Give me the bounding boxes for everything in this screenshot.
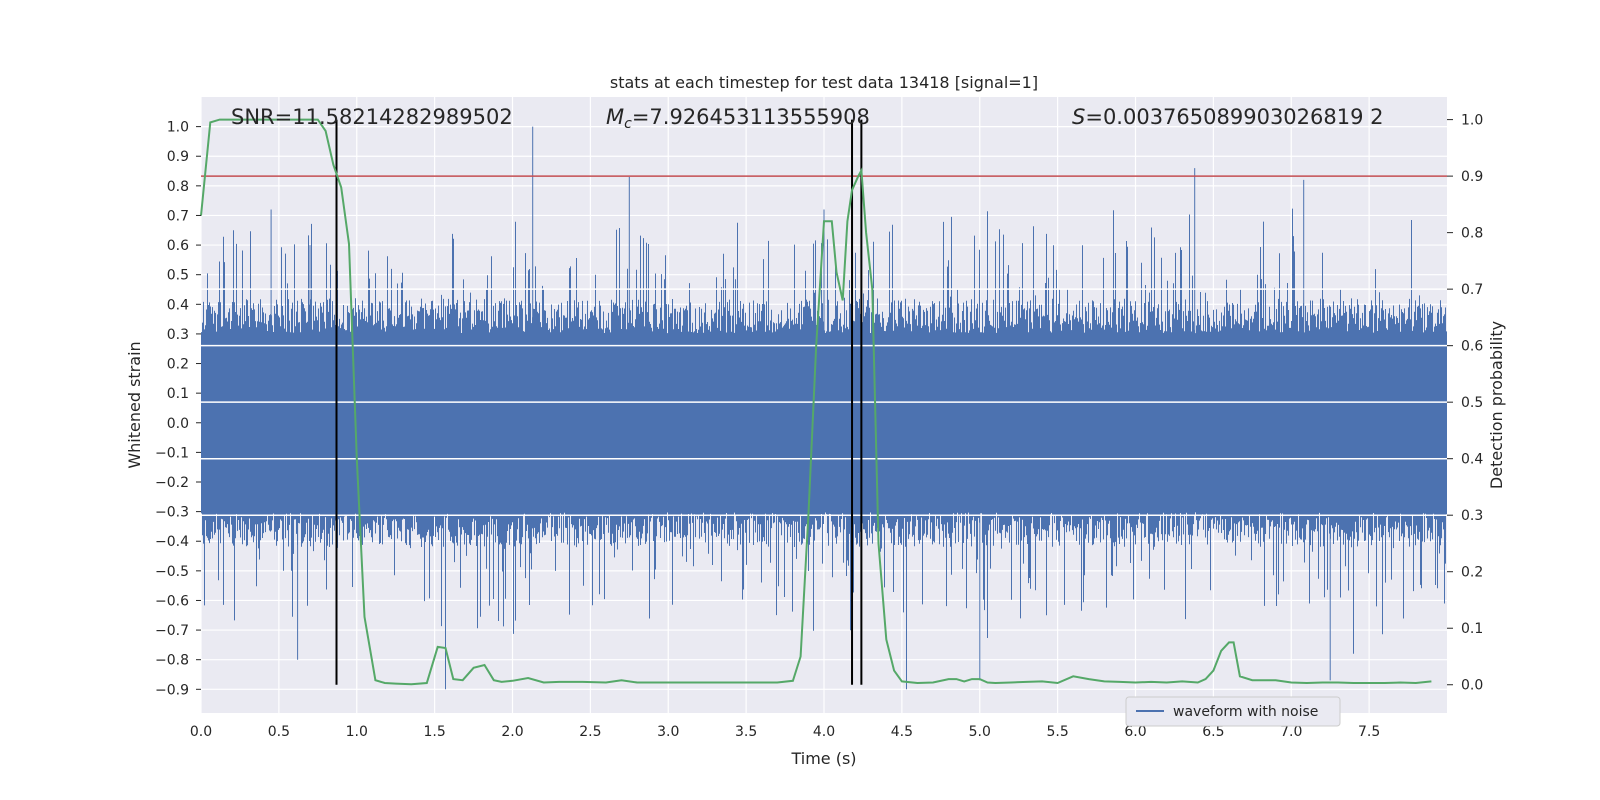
y-tick-label: 0.7 — [167, 208, 189, 224]
x-tick-label: 5.5 — [1046, 724, 1068, 740]
x-tick-label: 2.0 — [501, 724, 523, 740]
y-right-tick-label: 0.3 — [1461, 508, 1483, 524]
x-axis-label: Time (s) — [790, 749, 856, 768]
detection-probability-line — [200, 118, 1432, 686]
x-tick-label: 0.0 — [190, 724, 212, 740]
x-axis-ticks: 0.0 0.5 1.0 1.5 2.0 2.5 3.0 3.5 4.0 4.5 5.0 5.5 6.0 6… — [190, 724, 1380, 740]
strain-series — [201, 126, 1447, 690]
y-tick-label: −0.9 — [155, 682, 189, 698]
x-tick-label: 1.5 — [423, 724, 445, 740]
y-tick-label: 0.6 — [167, 238, 189, 254]
y-tick-label: 0.4 — [167, 297, 189, 313]
y-tick-label: −0.5 — [155, 564, 189, 580]
x-tick-label: 1.0 — [346, 724, 368, 740]
x-tick-label: 7.0 — [1280, 724, 1302, 740]
x-tick-label: 3.5 — [735, 724, 757, 740]
chart-title: stats at each timestep for test data 134… — [610, 73, 1038, 92]
y-right-tick-label: 1.0 — [1461, 113, 1483, 129]
y-right-axis-ticks: 1.0 0.9 0.8 0.7 0.6 0.5 0.4 0.3 0.2 0.1 0.0 — [1447, 113, 1483, 694]
legend-label: waveform with noise — [1173, 704, 1318, 720]
x-tick-label: 6.5 — [1202, 724, 1224, 740]
y-right-tick-label: 0.6 — [1461, 339, 1483, 355]
overlay — [201, 119, 1447, 685]
y-right-axis-label: Detection probability — [1487, 321, 1506, 489]
mc-subscript: c — [624, 116, 632, 132]
y-axis-label: Whitened strain — [125, 341, 144, 468]
y-tick-label: 0.5 — [167, 268, 189, 284]
y-tick-label: −0.2 — [155, 475, 189, 491]
mc-symbol: M — [606, 105, 624, 129]
y-tick-label: 0.9 — [167, 149, 189, 165]
y-tick-label: −0.7 — [155, 623, 189, 639]
x-tick-label: 3.0 — [657, 724, 679, 740]
y-right-tick-label: 0.7 — [1461, 282, 1483, 298]
x-tick-label: 7.5 — [1358, 724, 1380, 740]
y-right-tick-label: 0.5 — [1461, 395, 1483, 411]
s-annotation: S=0.003765089903026819 2 — [1072, 105, 1384, 129]
y-tick-label: 0.8 — [167, 179, 189, 195]
y-tick-label: 0.2 — [167, 357, 189, 373]
y-axis-ticks: 1.0 0.9 0.8 0.7 0.6 0.5 0.4 0.3 0.2 0.1 0.0 −0.1 −0.… — [155, 120, 201, 698]
legend-box — [1125, 696, 1341, 727]
y-right-tick-label: 0.9 — [1461, 169, 1483, 185]
legend: waveform with noise — [1125, 696, 1341, 727]
y-tick-label: 0.1 — [167, 386, 189, 402]
s-symbol: S — [1072, 105, 1085, 129]
x-tick-label: 5.0 — [969, 724, 991, 740]
x-tick-label: 4.0 — [813, 724, 835, 740]
y-right-tick-label: 0.1 — [1461, 621, 1483, 637]
y-tick-label: −0.3 — [155, 505, 189, 521]
x-tick-label: 6.0 — [1124, 724, 1146, 740]
y-tick-label: 0.0 — [167, 416, 189, 432]
y-right-tick-label: 0.0 — [1461, 678, 1483, 694]
y-tick-label: 0.3 — [167, 327, 189, 343]
snr-annotation: SNR=11.58214282989502 — [231, 105, 513, 129]
x-tick-label: 0.5 — [268, 724, 290, 740]
y-tick-label: 1.0 — [167, 120, 189, 136]
waveform-with-noise-line — [201, 126, 1447, 690]
y-tick-label: −0.6 — [155, 593, 189, 609]
y-tick-label: −0.8 — [155, 653, 189, 669]
mc-value: =7.926453113555908 — [632, 105, 870, 129]
y-right-tick-label: 0.2 — [1461, 565, 1483, 581]
probability-series — [200, 118, 1432, 686]
s-value: =0.003765089903026819 2 — [1085, 105, 1383, 129]
y-right-tick-label: 0.8 — [1461, 226, 1483, 242]
mc-annotation: Mc=7.926453113555908 — [606, 105, 870, 132]
x-tick-label: 2.5 — [579, 724, 601, 740]
x-tick-label: 4.5 — [891, 724, 913, 740]
y-right-tick-label: 0.4 — [1461, 452, 1483, 468]
y-tick-label: −0.4 — [155, 534, 189, 550]
y-tick-label: −0.1 — [155, 445, 189, 461]
